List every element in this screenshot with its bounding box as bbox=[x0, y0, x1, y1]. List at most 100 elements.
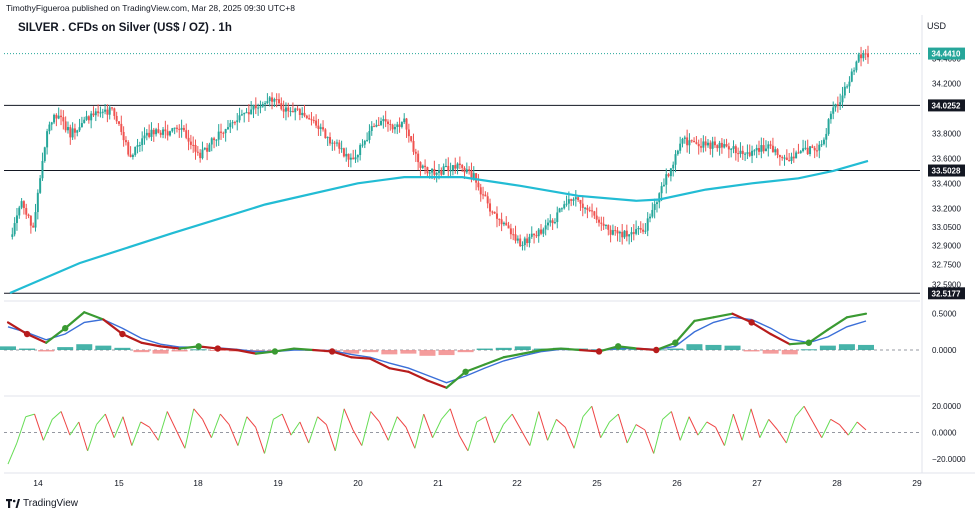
candle-body bbox=[625, 230, 628, 237]
candle-body bbox=[315, 120, 318, 126]
candle-body bbox=[438, 170, 440, 173]
candle-body bbox=[528, 236, 531, 244]
macd-histogram-bar bbox=[57, 347, 74, 350]
candle-body bbox=[136, 145, 139, 147]
candle-body bbox=[537, 229, 540, 237]
candle-body bbox=[259, 106, 262, 108]
candle bbox=[632, 224, 635, 241]
candle-body bbox=[366, 139, 369, 141]
candle bbox=[393, 123, 396, 134]
candle bbox=[289, 107, 292, 117]
candle bbox=[444, 158, 447, 168]
candle bbox=[836, 96, 839, 113]
oscillator-segment bbox=[246, 416, 257, 428]
candle bbox=[500, 212, 503, 232]
macd-line-segment bbox=[502, 352, 524, 359]
candle-body bbox=[560, 208, 563, 210]
candle bbox=[145, 129, 148, 141]
oscillator-segment bbox=[723, 413, 734, 446]
candle bbox=[106, 104, 109, 123]
candle bbox=[312, 116, 315, 124]
candle bbox=[380, 117, 383, 126]
candle bbox=[732, 140, 735, 154]
candle-body bbox=[864, 53, 867, 55]
level-tag bbox=[928, 287, 965, 300]
candle bbox=[451, 164, 454, 176]
macd-histogram-bar bbox=[743, 350, 760, 352]
candle-body bbox=[39, 178, 42, 193]
candle bbox=[60, 109, 63, 126]
candle bbox=[275, 93, 278, 108]
candle-body bbox=[642, 229, 645, 232]
candle-body bbox=[268, 97, 271, 102]
candle bbox=[375, 119, 378, 128]
candle-body bbox=[104, 109, 107, 112]
candle-body bbox=[57, 115, 60, 119]
candle-body bbox=[551, 220, 554, 224]
candle-body bbox=[572, 199, 575, 201]
candle bbox=[206, 142, 209, 161]
macd-histogram-bar bbox=[152, 350, 169, 354]
oscillator-segment bbox=[547, 419, 557, 441]
candle-body bbox=[333, 142, 336, 144]
candle-body bbox=[720, 142, 723, 148]
candle bbox=[530, 226, 533, 239]
candle-body bbox=[674, 154, 677, 165]
candle-body bbox=[857, 54, 860, 62]
candle-body bbox=[646, 218, 649, 231]
time-tick-label: 15 bbox=[114, 478, 124, 488]
candle bbox=[280, 97, 283, 111]
candle bbox=[493, 211, 496, 214]
candle-body bbox=[298, 109, 301, 116]
macd-line-segment bbox=[445, 370, 467, 389]
candle-body bbox=[340, 148, 343, 150]
oscillator-segment bbox=[131, 421, 142, 446]
candle-body bbox=[159, 132, 162, 135]
candle bbox=[268, 96, 271, 107]
candle-body bbox=[115, 115, 118, 122]
macd-histogram-bar bbox=[781, 350, 798, 355]
oscillator-segment bbox=[343, 408, 354, 431]
candle bbox=[199, 149, 202, 163]
candle bbox=[669, 167, 672, 182]
candle-body bbox=[716, 145, 719, 149]
candle bbox=[315, 114, 318, 129]
oscillator-segment bbox=[458, 434, 469, 452]
candle bbox=[797, 143, 800, 154]
currency-label[interactable]: USD bbox=[926, 21, 946, 31]
candle bbox=[171, 127, 174, 133]
candle bbox=[180, 119, 183, 138]
candle-body bbox=[558, 208, 561, 213]
macd-histogram-bar bbox=[686, 344, 703, 350]
candle bbox=[359, 143, 362, 161]
candle-body bbox=[519, 238, 522, 247]
candle-body bbox=[449, 170, 452, 172]
candle bbox=[700, 138, 703, 153]
candle-body bbox=[644, 230, 647, 232]
macd-cross-dot bbox=[195, 343, 202, 350]
candle-body bbox=[609, 229, 612, 235]
candle-body bbox=[352, 157, 355, 160]
candle-body bbox=[391, 124, 394, 130]
candle bbox=[64, 116, 67, 133]
candle-body bbox=[97, 111, 100, 114]
candle-body bbox=[127, 142, 130, 155]
candle-body bbox=[240, 114, 243, 116]
oscillator-segment bbox=[299, 421, 310, 444]
candle-body bbox=[236, 120, 239, 123]
candle bbox=[502, 221, 505, 227]
candle-body bbox=[769, 144, 772, 146]
candle-body bbox=[368, 131, 371, 140]
tradingview-brand[interactable]: TradingView bbox=[6, 498, 78, 509]
candle-body bbox=[785, 157, 788, 161]
candle-body bbox=[447, 165, 450, 172]
candle bbox=[124, 136, 127, 146]
candle-body bbox=[271, 97, 274, 102]
candle-body bbox=[567, 199, 570, 204]
oscillator-segment bbox=[379, 421, 389, 441]
candle bbox=[46, 128, 49, 155]
candle bbox=[326, 136, 329, 146]
candle-body bbox=[771, 145, 774, 153]
candle-body bbox=[386, 121, 389, 125]
